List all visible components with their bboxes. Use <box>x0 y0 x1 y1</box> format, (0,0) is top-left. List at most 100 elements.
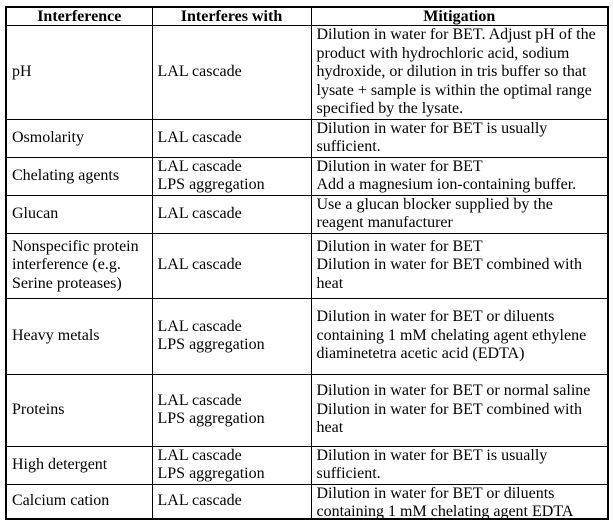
cell-line: LAL cascade <box>157 157 242 175</box>
cell-content: Osmolarity <box>12 129 147 148</box>
interferes-with-cell: LAL cascade LPS aggregation <box>151 445 312 485</box>
mitigation-cell: Dilution in water for BET. Adjust pH of … <box>310 25 609 120</box>
cell-line: Glucan <box>12 204 59 222</box>
interference-cell: Calcium cation <box>5 483 153 520</box>
cell-line: pH <box>12 63 32 80</box>
cell-content: High detergent <box>12 456 147 475</box>
interferes-with-cell: LAL cascade LPS aggregation <box>151 156 312 196</box>
cell-content: LAL cascade <box>158 256 306 275</box>
cell-content: Dilution in water for BET is usually suf… <box>316 119 603 156</box>
cell-content: Chelating agents <box>12 167 147 186</box>
interferes-with-cell: LAL cascade LPS aggregation <box>151 297 312 375</box>
cell-content: Dilution in water for BET or diluents co… <box>317 308 603 364</box>
mitigation-cell: Use a glucan blocker supplied by the rea… <box>310 194 609 234</box>
cell-line: LAL cascade <box>157 492 242 509</box>
cell-line: LPS aggregation <box>157 410 265 427</box>
interference-cell: Osmolarity <box>5 118 153 158</box>
table-row: Chelating agents LAL cascade LPS aggregati… <box>5 156 609 196</box>
table-header-row: Interference Interferes with Mitigation <box>5 6 609 26</box>
cell-line: Osmolarity <box>12 128 84 146</box>
mitigation-cell: Dilution in water for BET Add a magnesium… <box>310 156 609 196</box>
table-row: Calcium cation LAL cascade Dilution in wat… <box>5 483 609 520</box>
cell-line: Dilution in water for BET. Adjust pH of … <box>316 26 596 117</box>
mitigation-cell: Dilution in water for BET is usually suf… <box>310 118 609 158</box>
table-row: Proteins LAL cascade LPS aggregation Diluti… <box>5 373 609 447</box>
mitigation-cell: Dilution in water for BET or normal sali… <box>310 373 609 447</box>
cell-content: Dilution in water for BET Add a magnesium… <box>316 157 603 194</box>
cell-line: Dilution in water for BET or normal sali… <box>316 382 591 400</box>
column-header-interferes-with: Interferes with <box>151 6 312 26</box>
cell-line: Dilution in water for BET is usually suf… <box>316 446 548 482</box>
interference-cell: Proteins <box>5 373 153 447</box>
cell-content: Heavy metals <box>12 327 147 346</box>
cell-line: Calcium cation <box>12 492 110 509</box>
interference-cell: Glucan <box>5 194 153 234</box>
cell-content: Dilution in water for BET Dilution in wat… <box>317 238 603 294</box>
cell-content: Proteins <box>12 401 147 420</box>
cell-line: Add a magnesium ion-containing buffer. <box>316 176 577 193</box>
cell-line: Heavy metals <box>12 326 100 344</box>
column-header-interference: Interference <box>5 6 153 26</box>
cell-line: Chelating agents <box>12 166 120 184</box>
cell-content: LAL cascade <box>158 129 306 148</box>
cell-content: Calcium cation <box>12 492 147 511</box>
mitigation-cell: Dilution in water for BET or diluents co… <box>310 483 609 520</box>
interference-cell: Chelating agents <box>5 156 153 196</box>
cell-line: LAL cascade <box>157 317 242 335</box>
cell-content: Glucan <box>12 205 147 224</box>
table-body: pH LAL cascade Dilution in water for BET. … <box>5 25 609 520</box>
cell-content: LAL cascade LPS aggregation <box>158 392 306 429</box>
cell-content: LAL cascade LPS aggregation <box>158 318 306 355</box>
cell-content: Dilution in water for BET. Adjust pH of … <box>316 26 603 118</box>
cell-line: LAL cascade <box>157 391 242 409</box>
cell-content: Nonspecific protein interference (e.g. S… <box>12 238 147 294</box>
cell-line: LAL cascade <box>157 256 242 274</box>
interferes-with-cell: LAL cascade <box>151 118 312 158</box>
column-header-mitigation: Mitigation <box>310 6 609 26</box>
mitigation-cell: Dilution in water for BET Dilution in wat… <box>310 232 609 299</box>
cell-line: LAL cascade <box>157 63 242 80</box>
cell-line: LAL cascade <box>157 204 242 222</box>
interferes-with-cell: LAL cascade LPS aggregation <box>151 373 312 447</box>
table-row: High detergent LAL cascade LPS aggregation… <box>5 445 609 485</box>
cell-content: Use a glucan blocker supplied by the rea… <box>316 195 603 232</box>
cell-line: LPS aggregation <box>157 465 265 482</box>
cell-line: Use a glucan blocker supplied by the rea… <box>316 195 553 231</box>
cell-line: Proteins <box>12 400 65 418</box>
interferes-with-cell: LAL cascade <box>151 232 312 299</box>
cell-content: LAL cascade LPS aggregation <box>157 446 306 483</box>
cell-line: Dilution in water for BET <box>316 237 483 255</box>
interference-cell: Heavy metals <box>5 297 153 375</box>
cell-content: LAL cascade <box>158 63 306 82</box>
cell-line: LPS aggregation <box>157 176 265 193</box>
interferes-with-cell: LAL cascade <box>151 25 312 120</box>
cell-line: Dilution in water for BET or diluents co… <box>316 308 587 363</box>
cell-content: LAL cascade <box>158 205 306 224</box>
cell-content: Dilution in water for BET or diluents co… <box>317 485 603 518</box>
cell-line: LPS aggregation <box>157 336 265 353</box>
cell-line: Dilution in water for BET is usually suf… <box>316 119 548 155</box>
interference-cell: Nonspecific protein interference (e.g. S… <box>5 232 153 299</box>
interference-cell: High detergent <box>5 445 153 485</box>
mitigation-cell: Dilution in water for BET is usually suf… <box>310 445 609 485</box>
mitigation-cell: Dilution in water for BET or diluents co… <box>310 297 609 375</box>
cell-content: pH <box>12 63 147 82</box>
table-row: pH LAL cascade Dilution in water for BET. … <box>5 25 609 120</box>
interference-cell: pH <box>5 25 153 120</box>
table-row: Nonspecific protein interference (e.g. S… <box>5 232 609 299</box>
cell-content: Dilution in water for BET or normal sali… <box>317 382 603 438</box>
cell-content: Dilution in water for BET is usually suf… <box>316 446 603 483</box>
interferes-with-cell: LAL cascade <box>151 483 312 520</box>
table-row: Glucan LAL cascade Use a glucan blocker su… <box>5 194 609 234</box>
cell-line: Dilution in water for BET combined with … <box>316 400 582 437</box>
cell-line: Nonspecific protein interference (e.g. S… <box>12 237 139 292</box>
cell-line: LAL cascade <box>157 128 242 146</box>
interference-table: Interference Interferes with Mitigation … <box>5 6 609 520</box>
table-row: Osmolarity LAL cascade Dilution in water f… <box>5 118 609 158</box>
cell-line: Dilution in water for BET combined with … <box>316 256 582 292</box>
cell-line: LAL cascade <box>157 446 242 464</box>
cell-content: LAL cascade LPS aggregation <box>157 157 306 194</box>
cell-line: Dilution in water for BET or diluents co… <box>316 484 574 518</box>
cell-line: Dilution in water for BET <box>316 157 483 175</box>
